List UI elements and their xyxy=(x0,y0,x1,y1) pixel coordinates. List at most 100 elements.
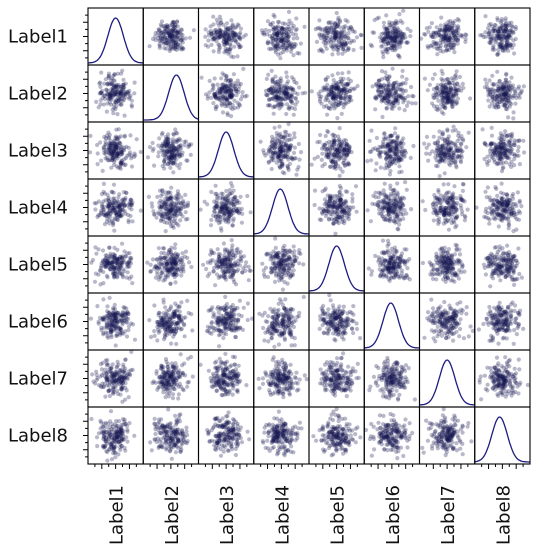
scatter-point xyxy=(168,45,173,51)
scatter-point xyxy=(173,217,178,222)
scatter-point xyxy=(272,125,277,130)
scatter-point xyxy=(483,77,488,82)
scatter-point xyxy=(174,31,179,36)
scatter-point xyxy=(169,31,175,36)
scatter-point xyxy=(294,16,299,21)
scatter-point xyxy=(338,197,343,202)
scatter-point xyxy=(388,216,393,221)
scatter-point xyxy=(295,51,300,56)
scatter-point xyxy=(214,27,219,33)
scatter-point xyxy=(167,33,172,38)
scatter-point xyxy=(158,38,163,43)
scatter-point xyxy=(156,36,161,41)
scatter-point xyxy=(211,22,216,27)
scatter-point xyxy=(274,44,279,49)
scatter-point xyxy=(327,164,333,169)
scatter-point xyxy=(180,46,185,51)
scatter-point xyxy=(175,24,180,29)
scatter-point xyxy=(330,45,335,50)
scatter-point xyxy=(397,55,402,60)
scatter-point xyxy=(101,144,106,150)
scatter-point xyxy=(283,155,288,160)
scatter-point xyxy=(289,21,294,26)
density-curve xyxy=(253,188,310,235)
scatter-point xyxy=(390,205,396,210)
scatter-point xyxy=(395,190,400,195)
scatter-point xyxy=(272,30,277,36)
scatter-point xyxy=(491,82,496,87)
scatter-point xyxy=(436,187,441,193)
scatter-point xyxy=(230,32,236,37)
scatter-point xyxy=(513,24,518,30)
scatter-point xyxy=(459,88,464,93)
scatter-point xyxy=(284,39,289,44)
matrix-cell xyxy=(253,178,310,237)
scatter-point xyxy=(393,199,398,204)
scatter-point xyxy=(271,111,276,116)
scatter-point xyxy=(346,81,351,86)
scatter-point xyxy=(171,132,176,137)
scatter-point xyxy=(397,222,402,227)
scatter-point xyxy=(218,21,223,26)
scatter-point xyxy=(379,211,384,216)
scatter-point xyxy=(395,135,400,140)
matrix-cell xyxy=(363,7,421,66)
scatter-point xyxy=(235,35,240,40)
scatter-point xyxy=(289,75,295,80)
scatter-point xyxy=(208,29,213,34)
scatter-point xyxy=(159,24,164,29)
scatter-point xyxy=(178,143,183,148)
scatter-point xyxy=(438,200,444,205)
scatter-point xyxy=(231,72,236,77)
scatter-point xyxy=(157,28,162,33)
scatter-point xyxy=(425,88,430,93)
scatter-point xyxy=(386,89,391,95)
scatter-point xyxy=(401,136,406,141)
scatter-point xyxy=(443,85,448,90)
scatter-point xyxy=(122,113,127,118)
scatter-point xyxy=(279,45,284,50)
scatter-point xyxy=(403,180,408,185)
scatter-point xyxy=(281,29,287,35)
scatter-point xyxy=(273,140,278,146)
matrix-cell xyxy=(197,178,255,237)
scatter-point xyxy=(102,96,108,102)
scatter-point xyxy=(212,199,217,204)
scatter-point xyxy=(225,27,230,32)
scatter-point xyxy=(433,163,439,168)
scatter-point xyxy=(161,41,167,47)
scatter-point xyxy=(319,157,324,162)
scatter-point xyxy=(163,25,168,30)
scatter-point xyxy=(212,37,217,42)
scatter-point xyxy=(263,153,268,158)
scatter-point xyxy=(450,207,455,212)
scatter-point xyxy=(337,126,342,131)
scatter-point xyxy=(157,43,162,48)
scatter-point xyxy=(317,206,322,211)
scatter-point xyxy=(312,202,317,208)
scatter-point xyxy=(217,28,222,33)
scatter-point xyxy=(211,86,216,91)
scatter-point xyxy=(225,36,230,41)
scatter-point xyxy=(432,200,437,205)
scatter-point xyxy=(337,183,342,189)
scatter-point xyxy=(517,138,522,143)
scatter-point xyxy=(341,160,347,166)
scatter-point xyxy=(484,195,489,200)
scatter-point xyxy=(370,84,375,89)
scatter-point xyxy=(279,102,284,107)
scatter-point xyxy=(390,66,395,71)
scatter-point xyxy=(401,88,406,93)
scatter-point xyxy=(241,66,246,71)
scatter-point xyxy=(121,97,127,102)
scatter-point xyxy=(271,24,276,30)
scatter-point xyxy=(448,213,453,218)
scatter-point xyxy=(217,34,223,39)
scatter-point xyxy=(229,54,234,59)
scatter-point xyxy=(125,270,130,275)
scatter-point xyxy=(445,190,450,195)
scatter-point xyxy=(162,159,167,164)
scatter-point xyxy=(229,201,234,206)
scatter-point xyxy=(502,86,507,91)
scatter-point xyxy=(108,102,113,107)
